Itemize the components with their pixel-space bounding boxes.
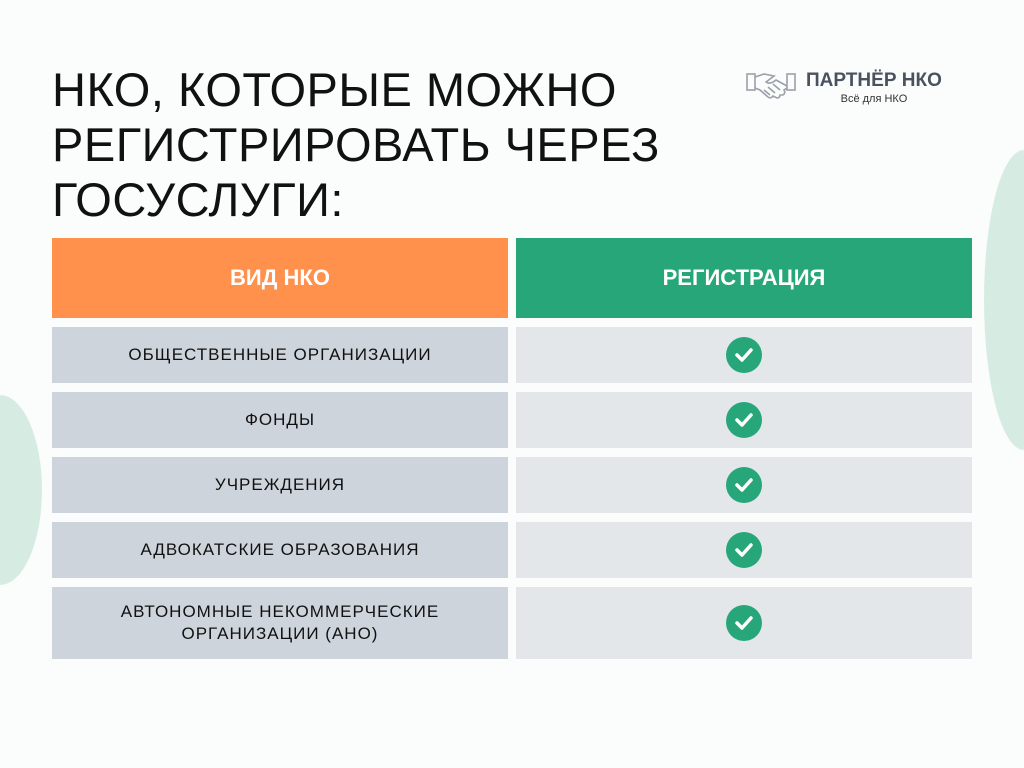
row-registration — [516, 327, 972, 383]
header-type: ВИД НКО — [52, 238, 508, 318]
row-registration — [516, 392, 972, 448]
row-type: УЧРЕЖДЕНИЯ — [52, 457, 508, 513]
check-icon — [726, 605, 762, 641]
check-icon — [726, 467, 762, 503]
logo: ПАРТНЁР НКО Всё для НКО — [746, 68, 942, 107]
row-type: АВТОНОМНЫЕ НЕКОММЕРЧЕСКИЕ ОРГАНИЗАЦИИ (А… — [52, 587, 508, 659]
check-icon — [726, 402, 762, 438]
logo-name: ПАРТНЁР НКО — [806, 70, 942, 91]
logo-tagline: Всё для НКО — [840, 93, 908, 105]
row-registration — [516, 457, 972, 513]
check-icon — [726, 337, 762, 373]
row-type: ФОНДЫ — [52, 392, 508, 448]
row-registration — [516, 522, 972, 578]
row-registration — [516, 587, 972, 659]
handshake-icon — [746, 68, 796, 107]
row-type: АДВОКАТСКИЕ ОБРАЗОВАНИЯ — [52, 522, 508, 578]
page-title: НКО, КОТОРЫЕ МОЖНО РЕГИСТРИРОВАТЬ ЧЕРЕЗ … — [52, 63, 660, 226]
background-shape-left — [0, 395, 42, 585]
row-type: ОБЩЕСТВЕННЫЕ ОРГАНИЗАЦИИ — [52, 327, 508, 383]
check-icon — [726, 532, 762, 568]
header-registration: РЕГИСТРАЦИЯ — [516, 238, 972, 318]
background-shape-right — [984, 150, 1024, 450]
